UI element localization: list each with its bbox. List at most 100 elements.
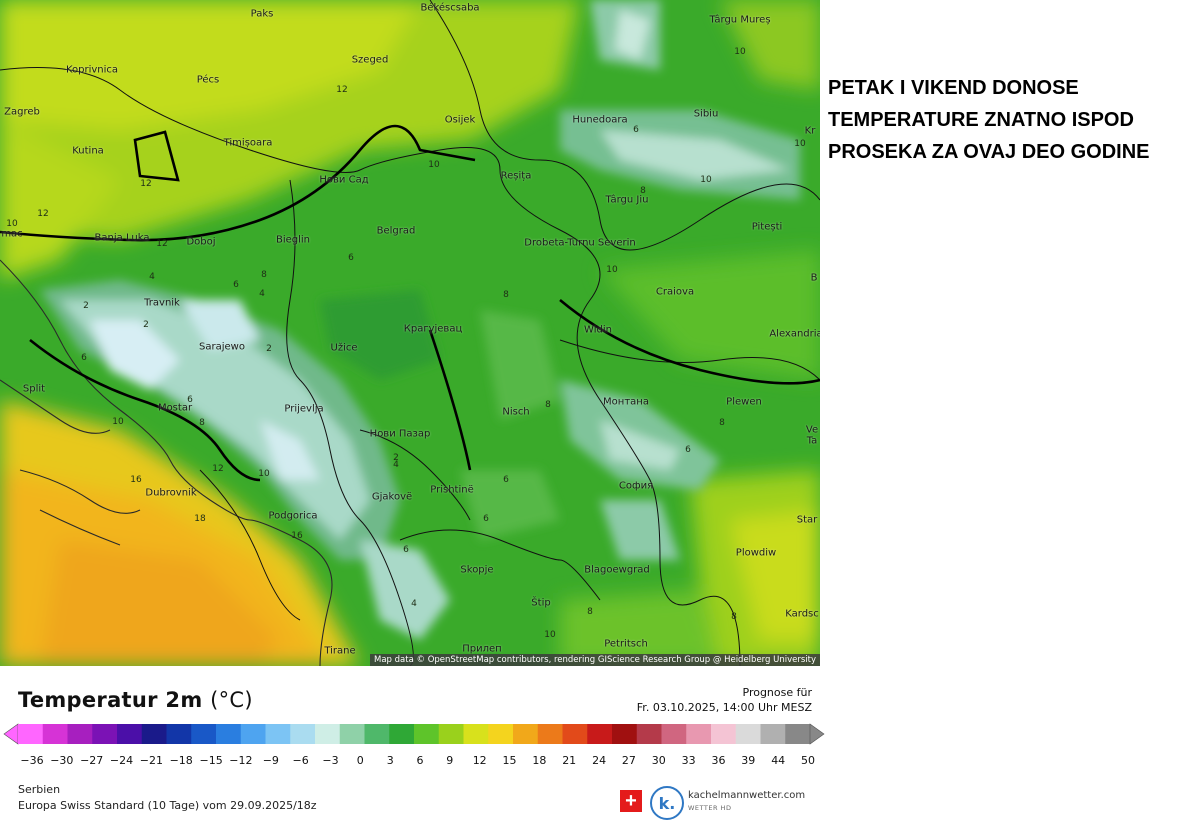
city-label: Gjakovë [371, 491, 413, 503]
contour-label: 4 [149, 272, 155, 282]
contour-label: 2 [393, 453, 399, 463]
contour-label: 16 [130, 475, 142, 485]
headline: PETAK I VIKEND DONOSE TEMPERATURE ZNATNO… [828, 77, 1150, 163]
city-label: Paks [250, 8, 274, 20]
city-label: Bieglin [275, 234, 311, 246]
city-label: Belgrad [376, 225, 416, 237]
admin-borders [0, 0, 820, 666]
city-label: Travnik [144, 297, 180, 309]
city-label: Târgu Jiu [605, 194, 649, 206]
colorbar-tick-label: 21 [562, 754, 576, 767]
colorbar-tick-label: −15 [199, 754, 222, 767]
city-label: Štip [531, 597, 551, 609]
colorbar-tick-label: −6 [292, 754, 308, 767]
contour-label: 6 [233, 280, 239, 290]
contour-label: 10 [6, 219, 18, 229]
contour-label: 10 [112, 417, 124, 427]
colorbar-swatch [141, 724, 167, 744]
colorbar-swatch [166, 724, 192, 744]
swiss-flag-icon: + [620, 790, 642, 812]
city-label: Tirane [324, 645, 356, 657]
colorbar-swatch [711, 724, 737, 744]
city-label: Нови Пазар [369, 428, 431, 440]
contour-label: 12 [336, 85, 348, 95]
weather-map[interactable]: Paks Békéscsaba Târgu Mureș Koprivnica Pécs S… [0, 0, 820, 666]
contour-label: 4 [411, 599, 417, 609]
colorbar-swatch [290, 724, 316, 744]
city-label: Widin [584, 324, 612, 336]
city-label: Sarajewo [199, 341, 245, 353]
city-label: Plowdiw [735, 547, 777, 559]
contour-label: 8 [640, 186, 646, 196]
colorbar-swatch [265, 724, 291, 744]
coastline [0, 259, 333, 666]
colorbar-swatch [389, 724, 415, 744]
contour-label: 8 [545, 400, 551, 410]
contour-label: 10 [734, 47, 746, 57]
city-label: Doboj [186, 236, 216, 248]
colorbar-arrow-right [809, 723, 825, 745]
colorbar-swatch [661, 724, 687, 744]
contour-label: 18 [194, 514, 206, 524]
city-label: Прилеп [462, 643, 502, 655]
contour-label: 2 [266, 344, 272, 354]
contour-label: 10 [794, 139, 806, 149]
city-label: Blagoewgrad [584, 564, 650, 576]
city-label: Banja Luka [94, 232, 150, 244]
colorbar-swatch [785, 724, 811, 744]
colorbar-tick-label: −9 [263, 754, 279, 767]
city-label: Szeged [351, 54, 389, 66]
city-label: Plewen [726, 396, 762, 408]
region-label: Serbien [18, 783, 61, 796]
contour-label: 10 [700, 175, 712, 185]
city-label: Sibiu [693, 108, 719, 120]
contour-label: 8 [587, 607, 593, 617]
contour-label: 16 [291, 531, 303, 541]
colorbar-tick-label: 24 [592, 754, 606, 767]
colorbar-tick-label: 50 [801, 754, 815, 767]
colorbar-tick-label: 3 [387, 754, 394, 767]
temperature-field [0, 0, 820, 666]
contour-label: 4 [259, 289, 265, 299]
city-label: Hunedoara [572, 114, 628, 126]
colorbar-swatch [562, 724, 588, 744]
forecast-time: Fr. 03.10.2025, 14:00 Uhr MESZ [636, 701, 812, 714]
contour-label: 10 [544, 630, 556, 640]
city-label: Нови Сад [319, 174, 369, 186]
colorbar-tick-label: 9 [446, 754, 453, 767]
contour-label: 8 [719, 418, 725, 428]
contour-label: 6 [633, 125, 639, 135]
colorbar-swatch [42, 724, 68, 744]
colorbar-tick-label: −3 [322, 754, 338, 767]
contour-label: 12 [212, 464, 224, 474]
city-label: Pitești [751, 221, 783, 233]
contour-label: 6 [483, 514, 489, 524]
city-label: Târgu Mureș [709, 14, 771, 26]
brand-name[interactable]: kachelmannwetter.com [688, 790, 806, 801]
brand-subtitle: WETTER HD [688, 804, 732, 812]
colorbar-tick-label: 30 [652, 754, 666, 767]
forecast-info: Prognose für Fr. 03.10.2025, 14:00 Uhr M… [637, 685, 812, 715]
colorbar-swatch [216, 724, 242, 744]
city-label: Užice [330, 342, 358, 354]
colorbar-tick-label: −12 [229, 754, 252, 767]
city-label: Skopje [460, 564, 494, 576]
contour-label: 2 [83, 301, 89, 311]
colorbar-swatch [92, 724, 118, 744]
colorbar-swatch [339, 724, 365, 744]
colorbar-swatch [438, 724, 464, 744]
city-label: Reșița [500, 170, 532, 182]
colorbar-swatch [414, 724, 440, 744]
temperature-colorbar: −36 −30 −27 −24 −21 −18 −15 −12 −9 −6 −3 0 3 6 9 12 15 18… [3, 723, 825, 767]
city-label: Монтана [603, 396, 649, 408]
city-label: mac [1, 228, 23, 240]
city-label: Split [22, 383, 46, 395]
colorbar-swatch [463, 724, 489, 744]
city-label: Mostar [157, 402, 193, 414]
colorbar-tick-label: −30 [50, 754, 73, 767]
city-label: Petritsch [604, 638, 648, 650]
colorbar-swatch [240, 724, 266, 744]
kachelmann-logo-icon[interactable]: k. [650, 786, 684, 820]
colorbar-swatch [612, 724, 638, 744]
city-label: София [618, 480, 654, 492]
